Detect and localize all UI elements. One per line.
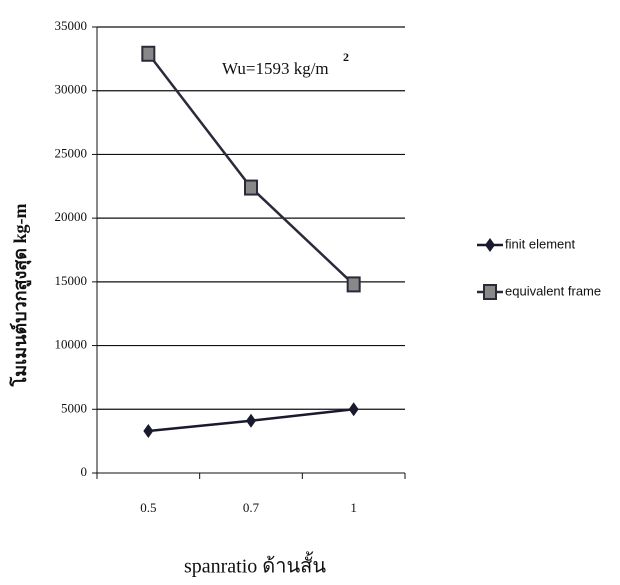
y-tick-label: 10000: [55, 337, 88, 352]
y-tick-label: 35000: [55, 18, 88, 33]
y-tick-label: 25000: [55, 145, 88, 160]
point: [141, 45, 156, 62]
legend-label: finit element: [505, 236, 575, 251]
y-tick-label: 15000: [55, 273, 88, 288]
point: [244, 179, 258, 196]
legend-label: equivalent frame: [505, 283, 601, 298]
annotation: Wu=1593 kg/m: [222, 59, 329, 78]
point: [246, 413, 256, 428]
point: [143, 423, 154, 438]
y-axis-label: โมเมนต์บวกสูงสุด kg-m: [9, 204, 32, 388]
x-tick-label: 0.5: [140, 500, 156, 515]
x-axis-label: spanratio ด้านสั้น: [184, 552, 326, 578]
x-tick-label: 0.7: [243, 500, 260, 515]
y-tick-label: 0: [81, 464, 88, 479]
legend-marker: [485, 238, 495, 252]
point: [348, 402, 359, 417]
y-tick-label: 30000: [55, 82, 88, 97]
annotation-superscript: 2: [343, 50, 349, 64]
series-line: [147, 52, 355, 286]
legend-marker: [483, 284, 497, 300]
point: [346, 276, 361, 293]
x-tick-label: 1: [350, 500, 357, 515]
y-tick-label: 20000: [55, 209, 88, 224]
y-tick-label: 5000: [61, 400, 87, 415]
